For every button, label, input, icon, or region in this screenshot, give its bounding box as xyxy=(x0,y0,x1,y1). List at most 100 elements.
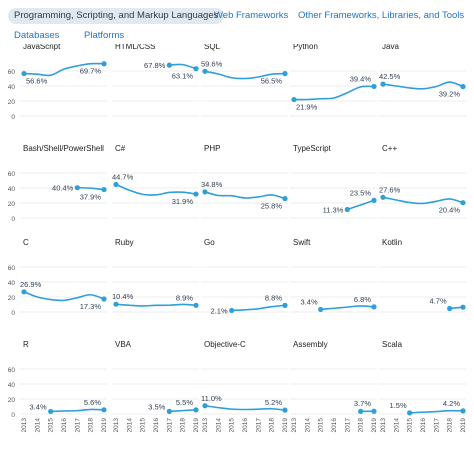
data-point xyxy=(166,408,172,414)
data-label: 56.5% xyxy=(261,77,283,86)
x-tick-label: 2019 xyxy=(101,418,108,433)
x-tick-label: 2015 xyxy=(140,418,147,433)
data-point xyxy=(380,81,386,87)
data-label: 27.6% xyxy=(379,185,401,194)
panel-title: Kotlin xyxy=(382,238,402,247)
x-tick-label: 2013 xyxy=(21,418,28,433)
data-point xyxy=(460,200,466,206)
x-tick-label: 2017 xyxy=(74,418,81,433)
x-tick-label: 2015 xyxy=(318,418,325,433)
data-label: 26.9% xyxy=(20,280,42,289)
y-tick-label: 20 xyxy=(8,295,16,302)
series-line xyxy=(204,70,286,80)
data-point xyxy=(460,304,466,310)
data-label: 10.4% xyxy=(112,292,134,301)
y-tick-label: 20 xyxy=(8,99,16,106)
data-point xyxy=(193,191,199,197)
y-tick-label: 40 xyxy=(8,382,16,389)
data-point xyxy=(407,410,413,416)
data-label: 44.7% xyxy=(112,172,134,181)
panel-title: C++ xyxy=(382,144,397,153)
data-point xyxy=(113,181,119,188)
y-tick-label: 40 xyxy=(8,84,16,91)
x-tick-label: 2018 xyxy=(180,418,187,433)
x-tick-label: 2019 xyxy=(371,418,378,433)
data-label: 31.9% xyxy=(172,197,194,206)
data-label: 4.7% xyxy=(430,296,447,305)
tab-web-frameworks[interactable]: Web Frameworks xyxy=(214,10,289,21)
x-tick-label: 2015 xyxy=(229,418,236,433)
data-point xyxy=(460,408,466,414)
y-tick-label: 40 xyxy=(8,280,16,287)
series-line xyxy=(231,304,286,312)
y-tick-label: 0 xyxy=(11,216,15,223)
x-tick-label: 2015 xyxy=(407,418,414,433)
data-point xyxy=(371,83,377,90)
series-line xyxy=(50,408,105,413)
data-label: 20.4% xyxy=(439,206,461,215)
x-tick-label: 2014 xyxy=(393,418,400,433)
x-tick-label: 2014 xyxy=(215,418,222,433)
x-tick-label: 2016 xyxy=(331,418,338,433)
y-tick-label: 0 xyxy=(11,412,15,419)
series-line xyxy=(293,85,375,101)
panel-title: Python xyxy=(293,44,318,51)
panel-title: Swift xyxy=(293,238,311,247)
y-tick-label: 20 xyxy=(8,397,16,404)
x-tick-label: 2013 xyxy=(113,418,120,433)
tab-platforms[interactable]: Platforms xyxy=(84,30,125,41)
data-label: 3.4% xyxy=(30,402,47,411)
data-label: 37.9% xyxy=(80,193,102,202)
data-point xyxy=(21,70,27,77)
panel-title: Objective-C xyxy=(204,340,246,349)
data-label: 21.9% xyxy=(296,103,318,112)
data-point xyxy=(202,189,208,195)
series-line xyxy=(382,81,464,90)
x-tick-label: 2016 xyxy=(153,418,160,433)
series-line xyxy=(320,305,375,311)
series-line xyxy=(169,409,197,413)
data-label: 42.5% xyxy=(379,72,401,81)
y-tick-label: 40 xyxy=(8,186,16,193)
data-label: 5.6% xyxy=(84,398,101,407)
x-tick-label: 2013 xyxy=(202,418,209,433)
data-point xyxy=(74,185,80,191)
data-point xyxy=(380,194,386,200)
x-tick-label: 2017 xyxy=(433,418,440,433)
data-label: 56.6% xyxy=(26,77,48,86)
y-tick-label: 60 xyxy=(8,171,16,178)
panel-title: C# xyxy=(115,144,126,153)
panel-title: Bash/Shell/PowerShell xyxy=(23,144,104,153)
data-point xyxy=(193,66,199,72)
x-tick-label: 2018 xyxy=(447,418,454,433)
data-point xyxy=(282,302,288,308)
series-line xyxy=(115,183,197,196)
data-point xyxy=(21,289,27,295)
x-tick-label: 2019 xyxy=(282,418,289,433)
panel-title: JavaScript xyxy=(23,44,61,51)
data-point xyxy=(202,68,208,74)
data-point xyxy=(48,408,54,415)
panel-title: TypeScript xyxy=(293,144,332,153)
data-point xyxy=(202,403,208,409)
series-line xyxy=(115,303,197,307)
data-label: 39.2% xyxy=(439,90,461,99)
data-label: 8.9% xyxy=(176,293,193,302)
series-line xyxy=(23,62,105,77)
data-point xyxy=(344,206,350,213)
panel-title: VBA xyxy=(115,340,132,349)
data-label: 6.8% xyxy=(354,295,371,304)
tab-databases[interactable]: Databases xyxy=(14,30,60,41)
data-point xyxy=(229,307,235,314)
data-point xyxy=(460,84,466,90)
data-point xyxy=(282,196,288,202)
data-point xyxy=(447,305,453,312)
panel-title: PHP xyxy=(204,144,220,153)
data-point xyxy=(371,197,377,203)
panel-title: Java xyxy=(382,44,399,51)
tab-programming-languages[interactable]: Programming, Scripting, and Markup Langu… xyxy=(8,8,225,24)
data-label: 17.3% xyxy=(80,302,102,311)
data-point xyxy=(371,408,377,414)
series-line xyxy=(347,199,375,211)
tab-other-frameworks[interactable]: Other Frameworks, Libraries, and Tools xyxy=(298,10,465,21)
